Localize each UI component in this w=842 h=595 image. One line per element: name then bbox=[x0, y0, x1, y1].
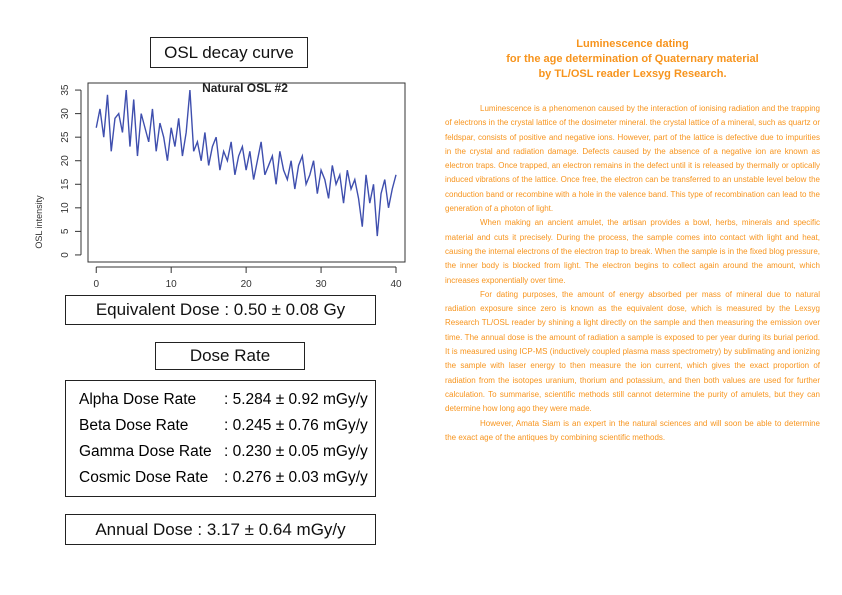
y-tick-label: 30 bbox=[60, 108, 71, 120]
x-tick-label: 40 bbox=[390, 279, 402, 290]
equivalent-dose: Equivalent Dose : 0.50 ± 0.08 Gy bbox=[65, 295, 376, 325]
dose-rate-value: : 0.276 ± 0.03 mGy/y bbox=[224, 469, 368, 486]
x-tick-label: 10 bbox=[166, 279, 178, 290]
paragraph: When making an ancient amulet, the artis… bbox=[445, 218, 820, 285]
dose-rate-row: Cosmic Dose Rate : 0.276 ± 0.03 mGy/y bbox=[66, 465, 375, 491]
dose-rate-row: Gamma Dose Rate : 0.230 ± 0.05 mGy/y bbox=[66, 439, 375, 465]
dose-rate-title: Dose Rate bbox=[155, 342, 305, 370]
dose-rate-row: Alpha Dose Rate : 5.284 ± 0.92 mGy/y bbox=[66, 387, 375, 413]
chart: Natural OSL #2 OSL intensity 0 10 20 30 40 0 5… bbox=[34, 81, 406, 290]
paragraph: Luminescence is a phenomenon caused by t… bbox=[445, 104, 820, 214]
osl-title: OSL decay curve bbox=[150, 37, 308, 68]
title-line: for the age determination of Quaternary … bbox=[506, 53, 759, 65]
annual-dose: Annual Dose : 3.17 ± 0.64 mGy/y bbox=[65, 514, 376, 545]
y-tick-label: 10 bbox=[60, 202, 71, 214]
paragraph: For dating purposes, the amount of energ… bbox=[445, 289, 820, 414]
dose-rate-label: Cosmic Dose Rate bbox=[79, 469, 209, 486]
y-tick-label: 15 bbox=[60, 178, 71, 190]
dose-rate-value: : 0.245 ± 0.76 mGy/y bbox=[224, 417, 368, 434]
x-tick-label: 20 bbox=[241, 279, 253, 290]
title-line: by TL/OSL reader Lexsyg Research. bbox=[538, 68, 727, 80]
dose-rate-row: Beta Dose Rate : 0.245 ± 0.76 mGy/y bbox=[66, 413, 375, 439]
title-line: Luminescence dating bbox=[576, 38, 689, 50]
x-tick-label: 0 bbox=[93, 279, 99, 290]
y-tick-label: 0 bbox=[60, 252, 71, 258]
chart-title: Natural OSL #2 bbox=[202, 81, 288, 95]
plot-frame bbox=[87, 82, 406, 263]
y-tick-label: 25 bbox=[60, 131, 71, 143]
article: Luminescence dating for the age determina… bbox=[445, 37, 820, 445]
dose-rate-value: : 0.230 ± 0.05 mGy/y bbox=[224, 443, 368, 460]
y-axis-label: OSL intensity bbox=[34, 195, 44, 249]
y-tick-label: 5 bbox=[60, 228, 71, 234]
paragraph: However, Amata Siam is an expert in the … bbox=[445, 418, 820, 442]
series-line bbox=[95, 90, 397, 237]
y-tick-label: 35 bbox=[60, 84, 71, 96]
dose-rate-value: : 5.284 ± 0.92 mGy/y bbox=[224, 391, 368, 408]
x-tick-label: 30 bbox=[316, 279, 328, 290]
dose-rate-table: Alpha Dose Rate : 5.284 ± 0.92 mGy/y Beta … bbox=[65, 380, 376, 497]
dose-rate-label: Beta Dose Rate bbox=[79, 417, 189, 434]
y-tick-label: 20 bbox=[60, 155, 71, 167]
article-title: Luminescence dating for the age determina… bbox=[445, 37, 820, 82]
dose-rate-label: Gamma Dose Rate bbox=[79, 443, 212, 460]
dose-rate-label: Alpha Dose Rate bbox=[79, 391, 197, 408]
